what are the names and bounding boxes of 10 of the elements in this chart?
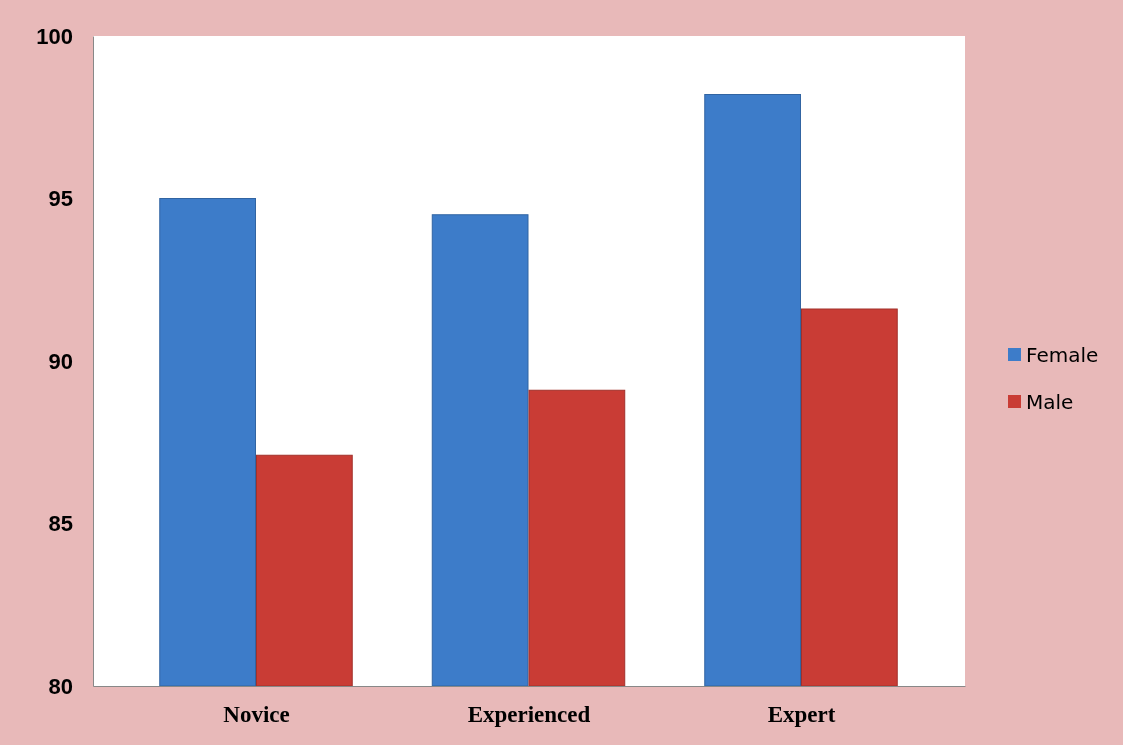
x-tick-label: Novice <box>223 702 290 728</box>
y-tick-label: 85 <box>48 511 73 537</box>
legend-label: Female <box>1026 343 1099 367</box>
legend-label: Male <box>1026 390 1074 414</box>
y-tick-label: 90 <box>48 348 73 374</box>
x-tick-label: Experienced <box>467 702 591 728</box>
y-tick-label: 95 <box>48 186 73 212</box>
x-tick-label: Expert <box>767 702 836 728</box>
y-tick-label: 80 <box>48 673 73 699</box>
y-tick-label: 100 <box>36 23 73 49</box>
